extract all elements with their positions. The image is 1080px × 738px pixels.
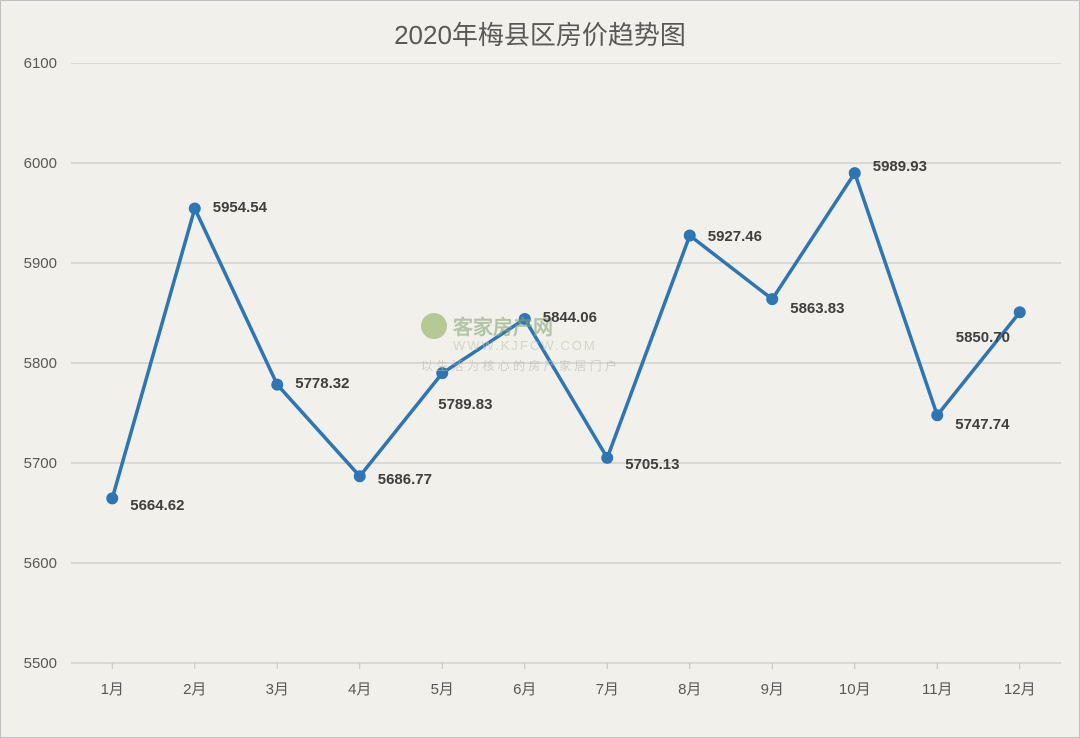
data-label: 5844.06 [543, 309, 597, 326]
data-label: 5778.32 [295, 375, 349, 392]
y-tick-label: 5600 [24, 555, 57, 572]
x-tick-label: 6月 [513, 678, 536, 699]
x-tick-label: 4月 [348, 678, 371, 699]
data-label: 5863.83 [790, 300, 844, 317]
data-label: 5705.13 [625, 456, 679, 473]
y-tick-label: 6000 [24, 155, 57, 172]
x-tick-label: 1月 [101, 678, 124, 699]
data-label: 5850.70 [956, 329, 1010, 346]
y-tick-label: 5500 [24, 655, 57, 672]
x-tick-label: 11月 [922, 678, 953, 699]
y-tick-label: 6100 [24, 55, 57, 72]
x-tick-label: 8月 [678, 678, 701, 699]
x-tick-label: 3月 [266, 678, 289, 699]
data-label: 5664.62 [130, 497, 184, 514]
data-label: 5989.93 [873, 158, 927, 175]
x-tick-label: 5月 [431, 678, 454, 699]
data-label: 5789.83 [438, 396, 492, 413]
data-label: 5954.54 [213, 199, 267, 216]
data-label: 5747.74 [955, 416, 1009, 433]
x-tick-label: 12月 [1004, 678, 1036, 699]
x-tick-label: 7月 [596, 678, 619, 699]
chart-container: 2020年梅县区房价趋势图 客家房产网 WWW.KJFCW.COM 以 生 活 … [0, 0, 1080, 738]
data-label: 5686.77 [378, 471, 432, 488]
y-tick-label: 5700 [24, 455, 57, 472]
x-tick-label: 9月 [761, 678, 784, 699]
x-tick-label: 10月 [839, 678, 871, 699]
x-tick-label: 2月 [183, 678, 206, 699]
data-label: 5927.46 [708, 228, 762, 245]
y-tick-label: 5800 [24, 355, 57, 372]
chart-title: 2020年梅县区房价趋势图 [1, 15, 1079, 52]
y-tick-label: 5900 [24, 255, 57, 272]
